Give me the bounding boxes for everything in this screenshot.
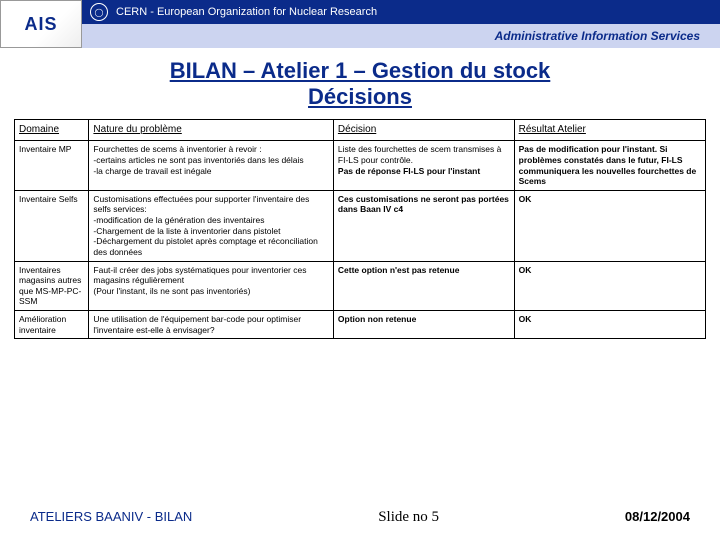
cell-probleme: Faut-il créer des jobs systématiques pou… [89,261,334,311]
table-row: Inventaire MPFourchettes de scems à inve… [15,141,706,191]
header-subtitle-row: Administrative Information Services [82,24,720,48]
cell-resultat: OK [514,190,705,261]
cern-text: CERN - European Organization for Nuclear… [116,6,377,18]
col-decision: Décision [333,119,514,141]
ais-logo-text: AIS [24,14,57,35]
col-resultat: Résultat Atelier [514,119,705,141]
cell-decision: Option non retenue [333,311,514,339]
table-body: Inventaire MPFourchettes de scems à inve… [15,141,706,339]
footer-date: 08/12/2004 [625,509,690,526]
cell-probleme: Fourchettes de scems à inventorier à rev… [89,141,334,191]
title-line1: BILAN – Atelier 1 – Gestion du stock [170,58,551,83]
page-title: BILAN – Atelier 1 – Gestion du stock Déc… [30,58,690,111]
header-cern-row: ◯ CERN - European Organization for Nucle… [82,0,720,24]
footer-left: ATELIERS BAANIV - BILAN [30,509,192,526]
cell-resultat: OK [514,311,705,339]
cell-domaine: Amélioration inventaire [15,311,89,339]
cell-decision: Ces customisations ne seront pas portées… [333,190,514,261]
decisions-table: Domaine Nature du problème Décision Résu… [14,119,706,340]
cell-domaine: Inventaire MP [15,141,89,191]
decisions-table-wrap: Domaine Nature du problème Décision Résu… [14,119,706,340]
footer: ATELIERS BAANIV - BILAN Slide no 5 08/12… [0,509,720,526]
header-right: ◯ CERN - European Organization for Nucle… [82,0,720,48]
title-line2: Décisions [308,84,412,109]
col-domaine: Domaine [15,119,89,141]
cell-probleme: Customisations effectuées pour supporter… [89,190,334,261]
footer-slide-no: Slide no 5 [378,509,439,526]
cell-domaine: Inventaire Selfs [15,190,89,261]
cell-resultat: OK [514,261,705,311]
ais-logo: AIS [0,0,82,48]
table-header-row: Domaine Nature du problème Décision Résu… [15,119,706,141]
table-row: Inventaire SelfsCustomisations effectuée… [15,190,706,261]
cern-icon: ◯ [90,3,108,21]
cell-decision: Liste des fourchettes de scem transmises… [333,141,514,191]
table-row: Inventaires magasins autres que MS-MP-PC… [15,261,706,311]
header-subtitle: Administrative Information Services [495,29,700,43]
header-bar: AIS ◯ CERN - European Organization for N… [0,0,720,48]
table-row: Amélioration inventaireUne utilisation d… [15,311,706,339]
cell-domaine: Inventaires magasins autres que MS-MP-PC… [15,261,89,311]
cell-probleme: Une utilisation de l'équipement bar-code… [89,311,334,339]
cell-decision: Cette option n'est pas retenue [333,261,514,311]
cell-resultat: Pas de modification pour l'instant. Si p… [514,141,705,191]
col-probleme: Nature du problème [89,119,334,141]
